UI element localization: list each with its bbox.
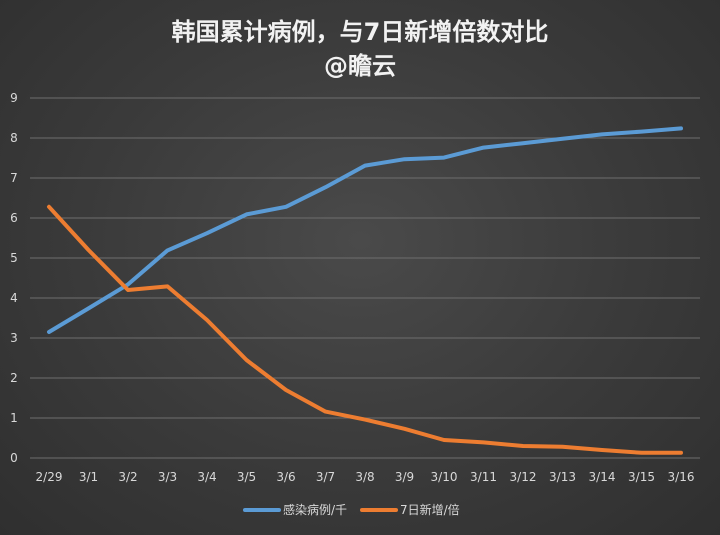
x-tick-label: 3/16 (668, 470, 695, 484)
legend-label-2: 7日新增/倍 (400, 502, 460, 517)
legend-label-1: 感染病例/千 (283, 502, 347, 517)
x-tick-label: 2/29 (36, 470, 63, 484)
x-tick-label: 3/3 (158, 470, 177, 484)
series-line-1 (47, 126, 683, 334)
y-tick-label: 6 (10, 211, 18, 225)
y-tick-label: 4 (10, 291, 18, 305)
y-tick-label: 7 (10, 171, 18, 185)
y-tick-label: 3 (10, 331, 18, 345)
x-tick-label: 3/4 (197, 470, 216, 484)
x-tick-label: 3/11 (470, 470, 497, 484)
y-tick-label: 0 (10, 451, 18, 465)
y-tick-label: 5 (10, 251, 18, 265)
x-tick-label: 3/8 (355, 470, 374, 484)
chart-title: 韩国累计病例，与7日新增倍数对比 (171, 18, 549, 46)
x-tick-label: 3/9 (395, 470, 414, 484)
y-tick-label: 2 (10, 371, 18, 385)
x-tick-label: 3/5 (237, 470, 256, 484)
x-tick-label: 3/1 (79, 470, 98, 484)
y-tick-label: 8 (10, 131, 18, 145)
y-tick-label: 9 (10, 91, 18, 105)
x-tick-label: 3/7 (316, 470, 335, 484)
x-tick-label: 3/10 (431, 470, 458, 484)
y-tick-label: 1 (10, 411, 18, 425)
series-line-2 (47, 204, 683, 455)
x-tick-label: 3/14 (589, 470, 616, 484)
x-tick-label: 3/15 (628, 470, 655, 484)
chart-subtitle: @瞻云 (324, 52, 396, 80)
x-tick-label: 3/6 (276, 470, 295, 484)
x-tick-label: 3/12 (510, 470, 537, 484)
x-tick-label: 3/2 (118, 470, 137, 484)
x-tick-label: 3/13 (549, 470, 576, 484)
